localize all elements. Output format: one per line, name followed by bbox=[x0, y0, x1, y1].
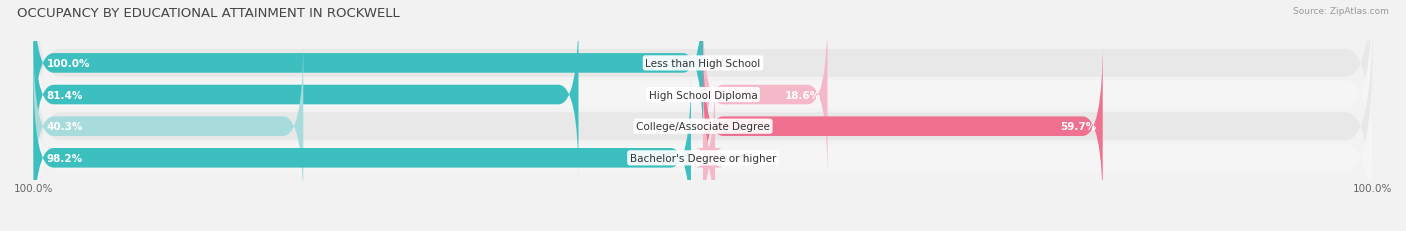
Text: Bachelor's Degree or higher: Bachelor's Degree or higher bbox=[630, 153, 776, 163]
Text: 0.0%: 0.0% bbox=[710, 59, 738, 69]
Text: 100.0%: 100.0% bbox=[46, 59, 90, 69]
FancyBboxPatch shape bbox=[34, 46, 1372, 231]
Text: OCCUPANCY BY EDUCATIONAL ATTAINMENT IN ROCKWELL: OCCUPANCY BY EDUCATIONAL ATTAINMENT IN R… bbox=[17, 7, 399, 20]
Text: 81.4%: 81.4% bbox=[46, 90, 83, 100]
FancyBboxPatch shape bbox=[34, 10, 578, 180]
Text: 18.6%: 18.6% bbox=[785, 90, 821, 100]
Text: 40.3%: 40.3% bbox=[46, 122, 83, 132]
Text: College/Associate Degree: College/Associate Degree bbox=[636, 122, 770, 132]
FancyBboxPatch shape bbox=[703, 10, 828, 180]
FancyBboxPatch shape bbox=[34, 0, 1372, 176]
FancyBboxPatch shape bbox=[703, 42, 1102, 211]
Text: 98.2%: 98.2% bbox=[46, 153, 83, 163]
FancyBboxPatch shape bbox=[34, 73, 690, 231]
FancyBboxPatch shape bbox=[34, 42, 304, 211]
Text: Source: ZipAtlas.com: Source: ZipAtlas.com bbox=[1294, 7, 1389, 16]
FancyBboxPatch shape bbox=[695, 73, 723, 231]
Text: 59.7%: 59.7% bbox=[1060, 122, 1097, 132]
FancyBboxPatch shape bbox=[34, 15, 1372, 231]
FancyBboxPatch shape bbox=[34, 0, 1372, 207]
Legend: Owner-occupied, Renter-occupied: Owner-occupied, Renter-occupied bbox=[592, 229, 814, 231]
Text: Less than High School: Less than High School bbox=[645, 59, 761, 69]
FancyBboxPatch shape bbox=[34, 0, 703, 148]
Text: High School Diploma: High School Diploma bbox=[648, 90, 758, 100]
Text: 1.8%: 1.8% bbox=[721, 153, 751, 163]
